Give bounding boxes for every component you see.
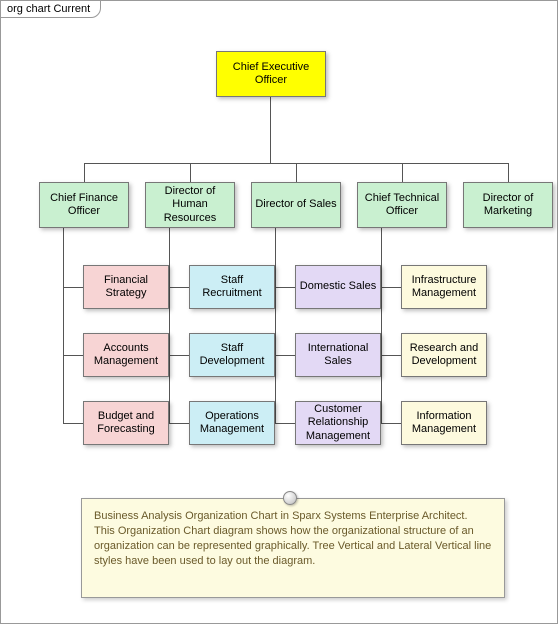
connector xyxy=(402,163,403,182)
node-cto[interactable]: Chief Technical Officer xyxy=(357,182,447,228)
node-label: Financial Strategy xyxy=(86,274,166,300)
connector xyxy=(169,228,170,423)
node-label: Chief Executive Officer xyxy=(219,61,323,87)
node-label: Research and Development xyxy=(404,342,484,368)
node-sales-sub[interactable]: International Sales xyxy=(295,333,381,377)
node-tech-sub[interactable]: Information Management xyxy=(401,401,487,445)
node-label: Domestic Sales xyxy=(300,280,376,293)
diagram-canvas: org chart Current Chief Executive Office… xyxy=(0,0,558,624)
node-sales-director[interactable]: Director of Sales xyxy=(251,182,341,228)
connector xyxy=(63,228,64,423)
node-hr-sub[interactable]: Operations Management xyxy=(189,401,275,445)
node-label: Chief Finance Officer xyxy=(42,192,126,218)
node-label: Operations Management xyxy=(192,410,272,436)
connector xyxy=(84,163,85,182)
node-label: Director of Sales xyxy=(255,198,336,211)
node-sales-sub[interactable]: Customer Relationship Management xyxy=(295,401,381,445)
node-label: Director of Human Resources xyxy=(148,185,232,225)
node-label: Director of Marketing xyxy=(466,192,550,218)
node-finance-sub[interactable]: Financial Strategy xyxy=(83,265,169,309)
node-cfo[interactable]: Chief Finance Officer xyxy=(39,182,129,228)
node-label: Information Management xyxy=(404,410,484,436)
node-tech-sub[interactable]: Infrastructure Management xyxy=(401,265,487,309)
node-finance-sub[interactable]: Budget and Forecasting xyxy=(83,401,169,445)
note-line: This Organization Chart diagram shows ho… xyxy=(94,524,492,569)
node-sales-sub[interactable]: Domestic Sales xyxy=(295,265,381,309)
node-hr-sub[interactable]: Staff Recruitment xyxy=(189,265,275,309)
node-marketing-director[interactable]: Director of Marketing xyxy=(463,182,553,228)
note-handle-icon[interactable] xyxy=(283,491,297,505)
connector xyxy=(169,355,189,356)
connector xyxy=(63,287,83,288)
connector xyxy=(169,423,189,424)
node-finance-sub[interactable]: Accounts Management xyxy=(83,333,169,377)
connector xyxy=(63,355,83,356)
node-label: Accounts Management xyxy=(86,342,166,368)
connector xyxy=(381,228,382,423)
panel-title-tab: org chart Current xyxy=(0,0,101,18)
connector xyxy=(381,287,401,288)
note-line: Business Analysis Organization Chart in … xyxy=(94,509,492,524)
node-label: Budget and Forecasting xyxy=(86,410,166,436)
connector xyxy=(190,163,191,182)
node-hr-director[interactable]: Director of Human Resources xyxy=(145,182,235,228)
panel-title: org chart Current xyxy=(7,3,90,15)
node-hr-sub[interactable]: Staff Development xyxy=(189,333,275,377)
node-ceo[interactable]: Chief Executive Officer xyxy=(216,51,326,97)
connector xyxy=(63,423,83,424)
connector xyxy=(381,355,401,356)
connector xyxy=(508,163,509,182)
node-label: Chief Technical Officer xyxy=(360,192,444,218)
node-tech-sub[interactable]: Research and Development xyxy=(401,333,487,377)
node-label: International Sales xyxy=(298,342,378,368)
connector xyxy=(275,228,276,423)
connector xyxy=(270,97,271,163)
node-label: Customer Relationship Management xyxy=(298,403,378,443)
node-label: Infrastructure Management xyxy=(404,274,484,300)
node-label: Staff Recruitment xyxy=(192,274,272,300)
connector xyxy=(275,287,295,288)
node-label: Staff Development xyxy=(192,342,272,368)
diagram-note: Business Analysis Organization Chart in … xyxy=(81,498,505,598)
connector xyxy=(275,355,295,356)
connector xyxy=(381,423,401,424)
connector xyxy=(169,287,189,288)
connector xyxy=(296,163,297,182)
connector xyxy=(275,423,295,424)
